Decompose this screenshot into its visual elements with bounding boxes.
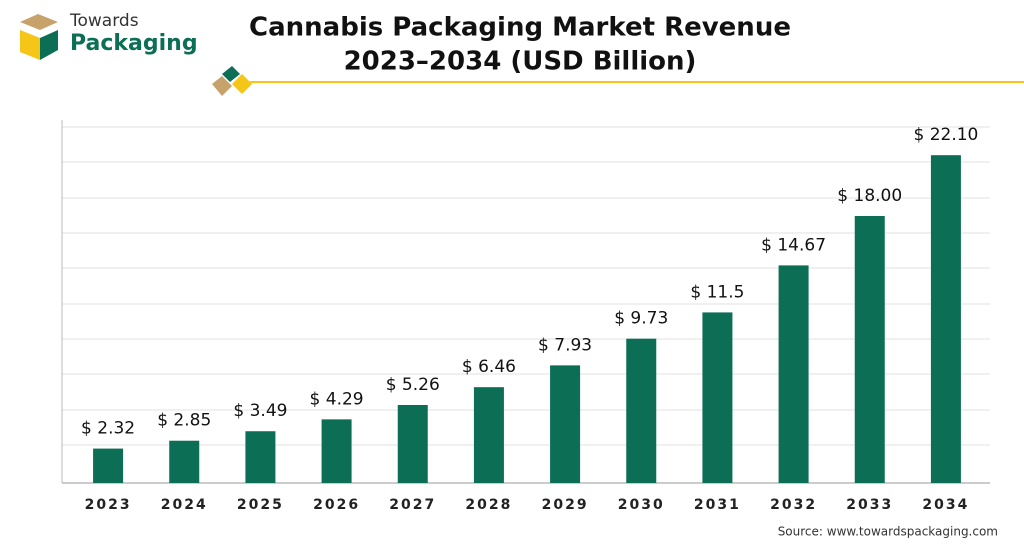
source: Source: www.towardspackaging.com xyxy=(778,525,998,539)
x-tick-label: 2032 xyxy=(770,497,817,513)
value-label: $ 18.00 xyxy=(837,186,902,206)
value-label: $ 3.49 xyxy=(233,401,287,421)
decor xyxy=(212,76,232,96)
decor xyxy=(222,66,240,82)
x-tick-label: 2033 xyxy=(846,497,893,513)
value-label: $ 2.32 xyxy=(81,419,135,439)
value-label: $ 22.10 xyxy=(913,125,978,145)
value-label: $ 11.5 xyxy=(690,282,744,302)
logo-box-front xyxy=(20,30,40,60)
x-tick-label: 2024 xyxy=(161,497,208,513)
x-tick-label: 2025 xyxy=(237,497,284,513)
logo-box-top xyxy=(20,14,58,30)
bar xyxy=(702,312,733,483)
x-tick-label: 2030 xyxy=(618,497,665,513)
value-label: $ 9.73 xyxy=(614,309,668,329)
logo-box-side xyxy=(40,30,58,60)
chart-title: 2023–2034 (USD Billion) xyxy=(344,47,697,77)
bar xyxy=(626,338,657,483)
value-label: $ 14.67 xyxy=(761,235,826,255)
bar xyxy=(397,404,428,483)
value-label: $ 4.29 xyxy=(310,389,364,409)
x-tick-label: 2028 xyxy=(465,497,512,513)
value-label: $ 7.93 xyxy=(538,335,592,355)
x-tick-label: 2031 xyxy=(694,497,741,513)
bar xyxy=(245,431,276,483)
bar xyxy=(854,216,885,483)
x-tick-label: 2034 xyxy=(922,497,969,513)
logo-text: Packaging xyxy=(70,31,198,56)
value-label: $ 2.85 xyxy=(157,411,211,431)
value-label: $ 6.46 xyxy=(462,357,516,377)
logo: Towards Packaging xyxy=(20,11,198,60)
bar xyxy=(473,387,504,483)
bar xyxy=(169,440,200,483)
x-tick-label: 2027 xyxy=(389,497,436,513)
value-label: $ 5.26 xyxy=(386,375,440,395)
chart-title: Cannabis Packaging Market Revenue xyxy=(249,13,791,43)
x-tick-label: 2029 xyxy=(542,497,589,513)
grid xyxy=(61,120,990,484)
bar xyxy=(778,265,809,483)
decor xyxy=(232,74,252,94)
bar xyxy=(321,419,352,483)
x-tick-label: 2026 xyxy=(313,497,360,513)
logo-text: Towards xyxy=(69,11,139,31)
x-tick-label: 2023 xyxy=(85,497,132,513)
bar xyxy=(930,155,961,483)
bar xyxy=(550,365,581,483)
bar xyxy=(93,448,124,483)
